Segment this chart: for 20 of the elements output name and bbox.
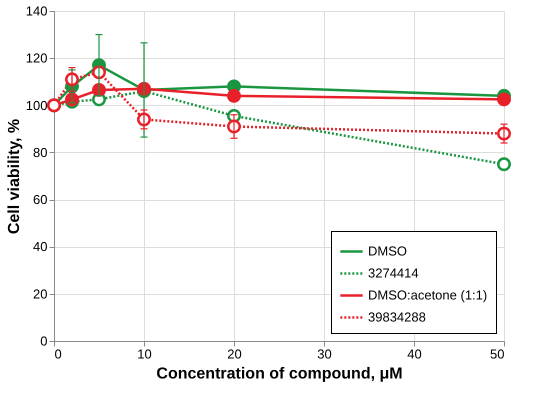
- legend-label: 39834288: [368, 310, 426, 324]
- legend-label: DMSO: [368, 244, 407, 258]
- x-tick-label: 10: [137, 346, 152, 362]
- x-axis-title: Concentration of compound, μM: [156, 366, 403, 382]
- x-tick-label: 40: [407, 346, 422, 362]
- y-tick-label: 80: [33, 144, 48, 160]
- y-tick-label: 0: [40, 334, 48, 348]
- y-tick-label: 120: [26, 50, 48, 66]
- y-tick-label: 140: [26, 4, 48, 18]
- legend-label: 3274414: [368, 266, 419, 280]
- y-tick-label: 60: [33, 192, 48, 208]
- y-tick-label: 20: [33, 286, 48, 302]
- x-tick-label: 0: [54, 346, 62, 362]
- y-tick-label: 100: [26, 98, 48, 113]
- x-tick-label: 50: [490, 346, 504, 362]
- x-tick-label: 20: [227, 346, 242, 362]
- y-tick-label: 40: [33, 239, 48, 254]
- y-axis-title: Cell viability, %: [6, 118, 23, 234]
- legend-label: DMSO:acetone (1:1): [368, 288, 488, 302]
- x-tick-label: 30: [317, 346, 332, 362]
